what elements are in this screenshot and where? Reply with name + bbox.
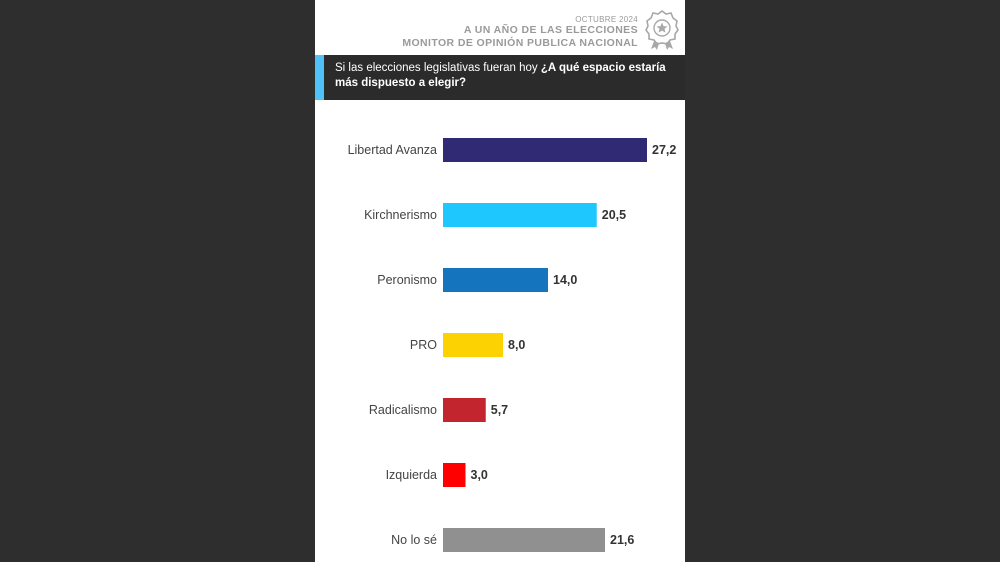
report-date: OCTUBRE 2024 — [575, 15, 638, 24]
category-label: No lo sé — [391, 533, 437, 547]
value-label: 27,2 — [652, 143, 676, 157]
category-label: Peronismo — [377, 273, 437, 287]
value-label: 3,0 — [471, 468, 488, 482]
bar — [443, 138, 647, 162]
category-label: PRO — [410, 338, 437, 352]
question-accent-stripe — [315, 55, 324, 100]
value-label: 14,0 — [553, 273, 577, 287]
question-emphasis: ¿A qué espacio estaría más dispuesto a e… — [335, 62, 666, 89]
award-ribbon-icon — [645, 10, 679, 50]
category-label: Izquierda — [386, 468, 437, 482]
category-label: Radicalismo — [369, 403, 437, 417]
report-title: A UN AÑO DE LAS ELECCIONES — [463, 24, 638, 36]
value-label: 5,7 — [491, 403, 508, 417]
survey-question: Si las elecciones legislativas fueran ho… — [335, 61, 680, 90]
question-prefix: Si las elecciones legislativas fueran ho… — [335, 62, 541, 74]
question-banner: Si las elecciones legislativas fueran ho… — [315, 55, 685, 100]
bar-chart: Libertad Avanza 27,2 Kirchnerismo 20,5 Peron… — [348, 138, 676, 552]
header: OCTUBRE 2024 A UN AÑO DE LAS ELECCIONES … — [315, 0, 685, 55]
bar — [443, 333, 503, 357]
bar — [443, 203, 597, 227]
category-label: Libertad Avanza — [348, 143, 437, 157]
value-label: 21,6 — [610, 533, 634, 547]
category-label: Kirchnerismo — [364, 208, 437, 222]
bar — [443, 398, 486, 422]
bar — [443, 463, 466, 487]
chart-card: OCTUBRE 2024 A UN AÑO DE LAS ELECCIONES … — [315, 0, 685, 562]
report-subtitle: MONITOR DE OPINIÓN PUBLICA NACIONAL — [402, 37, 638, 49]
value-label: 8,0 — [508, 338, 525, 352]
bar — [443, 528, 605, 552]
bar — [443, 268, 548, 292]
value-label: 20,5 — [602, 208, 626, 222]
